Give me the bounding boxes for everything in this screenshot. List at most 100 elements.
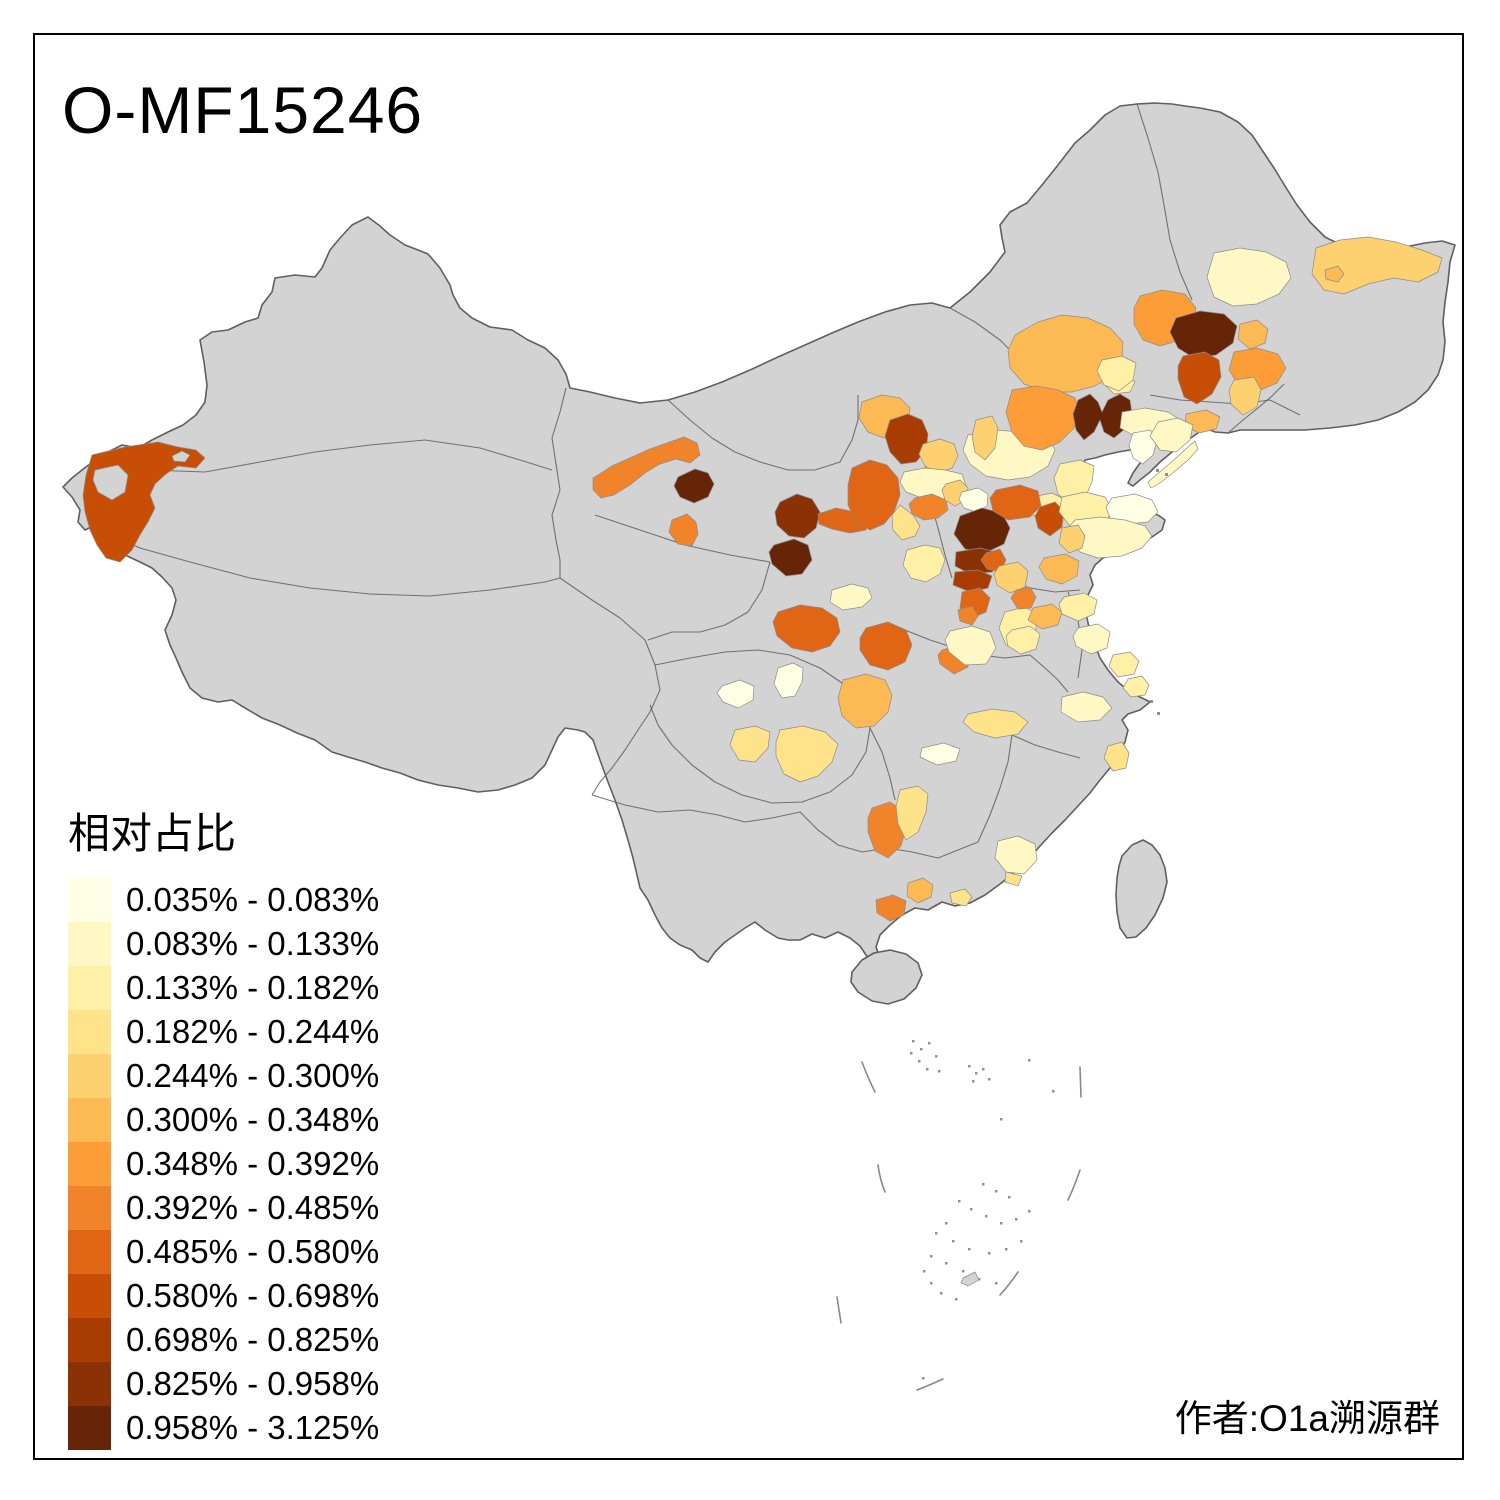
prefecture-region <box>859 621 913 671</box>
prefecture-region <box>1010 586 1037 610</box>
prefecture-region <box>1058 592 1098 622</box>
prefecture-region <box>906 877 934 904</box>
prefecture-region <box>875 894 907 922</box>
prefecture-region <box>902 544 946 583</box>
prefecture-region <box>891 504 921 541</box>
map-hole <box>171 450 191 463</box>
prefecture-region <box>1147 440 1199 489</box>
legend-item-label: 0.182% - 0.244% <box>126 1013 380 1050</box>
legend-item-label: 0.300% - 0.348% <box>126 1101 380 1138</box>
prefecture-region <box>1105 493 1159 525</box>
prefecture-region <box>1228 376 1262 416</box>
prefecture-region <box>773 662 804 699</box>
legend-color-swatch <box>68 1186 111 1230</box>
prefecture-region <box>768 538 813 577</box>
taiwan-island <box>1115 839 1168 939</box>
legend-item-label: 0.083% - 0.133% <box>126 925 380 962</box>
prefecture-region <box>908 493 949 521</box>
prefecture-region <box>1005 625 1041 655</box>
figure-title: O-MF15246 <box>62 73 424 147</box>
legend-color-swatch <box>68 1054 111 1098</box>
prefecture-region <box>1169 310 1238 359</box>
prefecture-region <box>847 459 901 531</box>
legend-item: 0.698% - 0.825% <box>68 1318 379 1362</box>
legend-item: 0.485% - 0.580% <box>68 1230 379 1274</box>
legend-item-label: 0.485% - 0.580% <box>126 1233 380 1270</box>
prefecture-region <box>716 679 755 709</box>
legend-color-swatch <box>68 878 111 922</box>
prefecture-region <box>1038 553 1080 585</box>
prefecture-region <box>895 785 929 841</box>
legend-item-label: 0.133% - 0.182% <box>126 969 380 1006</box>
legend-item: 0.083% - 0.133% <box>68 922 379 966</box>
legend-item: 0.958% - 3.125% <box>68 1406 379 1450</box>
prefecture-region <box>919 742 961 766</box>
legend-item: 0.825% - 0.958% <box>68 1362 379 1406</box>
prefecture-region <box>953 507 1011 554</box>
map-hole <box>92 464 129 501</box>
prefecture-region <box>1060 691 1113 723</box>
prefecture-region <box>774 493 821 539</box>
legend-item: 0.182% - 0.244% <box>68 1010 379 1054</box>
prefecture-regions <box>82 236 1443 922</box>
prefecture-region <box>989 484 1042 521</box>
prefecture-region <box>1005 385 1081 451</box>
legend-item-label: 0.035% - 0.083% <box>126 881 380 918</box>
prefecture-region <box>837 673 893 729</box>
legend-item-label: 0.392% - 0.485% <box>126 1189 380 1226</box>
legend-item: 0.580% - 0.698% <box>68 1274 379 1318</box>
legend-color-swatch <box>68 922 111 966</box>
prefecture-region <box>1177 351 1222 405</box>
coastal-islets <box>1150 469 1168 715</box>
prefecture-region <box>1027 603 1063 630</box>
legend-title: 相对占比 <box>68 810 237 857</box>
prefecture-region <box>957 605 979 626</box>
prefecture-region <box>673 468 715 504</box>
prefecture-region <box>1311 236 1443 295</box>
prefecture-region <box>1206 247 1292 307</box>
legend-color-swatch <box>68 1142 111 1186</box>
prefecture-region <box>1103 741 1130 772</box>
south-china-sea-islands <box>910 1040 1055 1380</box>
prefecture-region <box>1108 651 1140 678</box>
legend-color-swatch <box>68 1406 111 1450</box>
prefecture-region <box>592 436 701 499</box>
prefecture-region <box>1034 501 1065 537</box>
legend-item: 0.133% - 0.182% <box>68 966 379 1010</box>
legend-color-swatch <box>68 1318 111 1362</box>
legend-item: 0.300% - 0.348% <box>68 1098 379 1142</box>
legend-item-label: 0.958% - 3.125% <box>126 1409 380 1446</box>
legend-item: 0.244% - 0.300% <box>68 1054 379 1098</box>
prefecture-region <box>1237 319 1269 350</box>
prefecture-region <box>971 415 999 461</box>
legend-color-swatch <box>68 1010 111 1054</box>
attribution-text: 作者:O1a溯源群 <box>1174 1398 1440 1439</box>
prefecture-region <box>1072 623 1111 655</box>
legend: 相对占比 0.035% - 0.083% 0.083% - 0.133% 0.1… <box>68 810 379 1450</box>
prefecture-region <box>1149 417 1194 453</box>
legend-color-swatch <box>68 1098 111 1142</box>
hainan-island <box>850 949 923 1005</box>
legend-item-label: 0.244% - 0.300% <box>126 1057 380 1094</box>
prefecture-region <box>918 438 959 474</box>
prefecture-region <box>944 625 997 666</box>
prefecture-region <box>949 888 973 907</box>
legend-item-label: 0.825% - 0.958% <box>126 1365 380 1402</box>
prefecture-region <box>962 708 1029 739</box>
prefecture-region <box>952 569 993 593</box>
prefecture-region <box>668 513 699 547</box>
legend-item-label: 0.580% - 0.698% <box>126 1277 380 1314</box>
prefecture-region <box>1004 871 1023 887</box>
prefecture-region <box>1122 675 1150 698</box>
prefecture-region <box>729 725 771 763</box>
legend-item: 0.392% - 0.485% <box>68 1186 379 1230</box>
legend-item-label: 0.348% - 0.392% <box>126 1145 380 1182</box>
province-borders <box>94 103 1301 859</box>
prefecture-region <box>1096 355 1137 392</box>
prefecture-region <box>829 583 873 611</box>
legend-item: 0.035% - 0.083% <box>68 878 379 922</box>
prefecture-region <box>1058 524 1086 554</box>
legend-item: 0.348% - 0.392% <box>68 1142 379 1186</box>
south-china-sea-dash-line <box>836 1061 1082 1391</box>
